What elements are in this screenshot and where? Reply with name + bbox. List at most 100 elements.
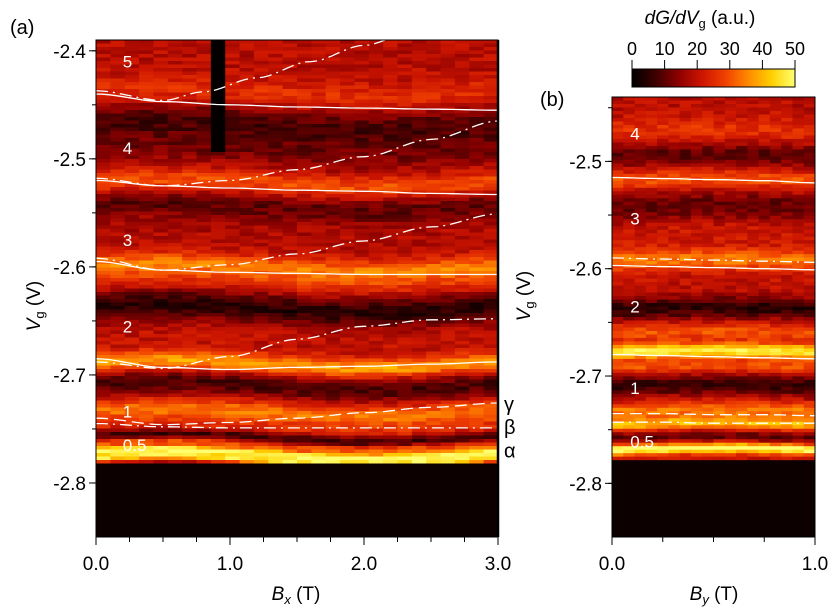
heatmap-cell bbox=[167, 85, 183, 90]
heatmap-cell bbox=[469, 47, 485, 52]
heatmap-cell bbox=[397, 159, 413, 164]
heatmap-cell bbox=[657, 180, 669, 185]
heatmap-cell bbox=[747, 233, 760, 238]
heatmap-cell bbox=[454, 267, 470, 272]
heatmap-cell bbox=[325, 257, 341, 262]
heatmap-cell bbox=[702, 152, 715, 157]
heatmap-cell bbox=[325, 505, 341, 510]
heatmap-cell bbox=[124, 351, 140, 356]
heatmap-cell bbox=[411, 446, 427, 451]
heatmap-cell bbox=[196, 432, 212, 437]
heatmap-cell bbox=[368, 509, 384, 514]
heatmap-cell bbox=[282, 530, 298, 535]
heatmap-cell bbox=[747, 184, 760, 189]
heatmap-cell bbox=[196, 439, 212, 444]
heatmap-cell bbox=[668, 236, 681, 241]
heatmap-cell bbox=[196, 386, 212, 391]
heatmap-cell bbox=[469, 474, 485, 479]
heatmap-cell bbox=[426, 131, 442, 136]
heatmap-cell bbox=[354, 47, 370, 52]
heatmap-cell bbox=[196, 498, 212, 503]
heatmap-cell bbox=[96, 498, 111, 503]
heatmap-cell bbox=[268, 208, 284, 213]
heatmap-cell bbox=[483, 138, 498, 143]
heatmap-cell bbox=[340, 316, 356, 321]
heatmap-cell bbox=[282, 215, 298, 220]
heatmap-cell bbox=[383, 470, 399, 475]
heatmap-cell bbox=[483, 236, 498, 241]
heatmap-cell bbox=[758, 107, 771, 112]
heatmap-cell bbox=[426, 316, 442, 321]
heatmap-cell bbox=[657, 233, 669, 238]
heatmap-cell bbox=[440, 453, 456, 458]
heatmap-cell bbox=[124, 50, 140, 55]
heatmap-cell bbox=[96, 96, 111, 101]
heatmap-cell bbox=[139, 208, 155, 213]
heatmap-cell bbox=[282, 488, 298, 493]
heatmap-cell bbox=[747, 159, 760, 164]
heatmap-cell bbox=[239, 89, 255, 94]
heatmap-cell bbox=[383, 337, 399, 342]
heatmap-cell bbox=[225, 257, 241, 262]
heatmap-cell bbox=[225, 453, 241, 458]
heatmap-cell bbox=[210, 491, 226, 496]
heatmap-cell bbox=[758, 184, 771, 189]
heatmap-cell bbox=[426, 285, 442, 290]
heatmap-cell bbox=[483, 470, 498, 475]
heatmap-cell bbox=[426, 61, 442, 66]
heatmap-cell bbox=[167, 390, 183, 395]
heatmap-cell bbox=[239, 320, 255, 325]
heatmap-cell bbox=[623, 257, 636, 262]
heatmap-cell bbox=[483, 257, 498, 262]
heatmap-cell bbox=[469, 453, 485, 458]
heatmap-cell bbox=[354, 446, 370, 451]
heatmap-cell bbox=[297, 425, 312, 430]
heatmap-cell bbox=[713, 145, 726, 150]
heatmap-cell bbox=[454, 369, 470, 374]
heatmap-cell bbox=[225, 159, 241, 164]
heatmap-cell bbox=[679, 250, 692, 255]
heatmap-cell bbox=[139, 110, 155, 115]
heatmap-cell bbox=[724, 163, 737, 168]
heatmap-cell bbox=[139, 211, 155, 216]
heatmap-cell bbox=[210, 278, 226, 283]
heatmap-cell bbox=[397, 404, 413, 409]
heatmap-cell bbox=[645, 261, 658, 266]
fit-curve-dashdot bbox=[96, 318, 498, 370]
heatmap-cell bbox=[657, 201, 669, 206]
heatmap-cell bbox=[383, 215, 399, 220]
heatmap-cell bbox=[110, 516, 126, 521]
heatmap-cell bbox=[411, 320, 427, 325]
heatmap-cell bbox=[340, 306, 356, 311]
heatmap-cell bbox=[368, 138, 384, 143]
heatmap-cell bbox=[268, 110, 284, 115]
heatmap-cell bbox=[411, 194, 427, 199]
heatmap-cell bbox=[297, 148, 312, 153]
heatmap-cell bbox=[679, 138, 692, 143]
heatmap-cell bbox=[781, 177, 794, 182]
heatmap-cell bbox=[713, 194, 726, 199]
heatmap-cell bbox=[354, 530, 370, 535]
heatmap-cell bbox=[483, 253, 498, 258]
heatmap-cell bbox=[253, 208, 269, 213]
panel-a-side-labels: γβα bbox=[504, 394, 516, 462]
heatmap-cell bbox=[182, 288, 198, 293]
heatmap-cell bbox=[253, 103, 269, 108]
heatmap-cell bbox=[196, 257, 212, 262]
heatmap-cell bbox=[311, 302, 327, 307]
heatmap-cell bbox=[311, 187, 327, 192]
heatmap-cell bbox=[153, 481, 169, 486]
heatmap-cell bbox=[623, 110, 636, 116]
heatmap-cell bbox=[96, 453, 111, 458]
heatmap-cell bbox=[781, 264, 794, 269]
heatmap-cell bbox=[225, 302, 241, 307]
heatmap-cell bbox=[747, 166, 760, 171]
heatmap-cell bbox=[225, 71, 241, 76]
heatmap-cell bbox=[196, 516, 212, 521]
heatmap-cell bbox=[440, 512, 456, 517]
heatmap-cell bbox=[747, 103, 760, 109]
heatmap-cell bbox=[454, 78, 470, 83]
heatmap-cell bbox=[411, 428, 427, 433]
heatmap-cell bbox=[612, 257, 624, 262]
heatmap-cell bbox=[426, 442, 442, 447]
